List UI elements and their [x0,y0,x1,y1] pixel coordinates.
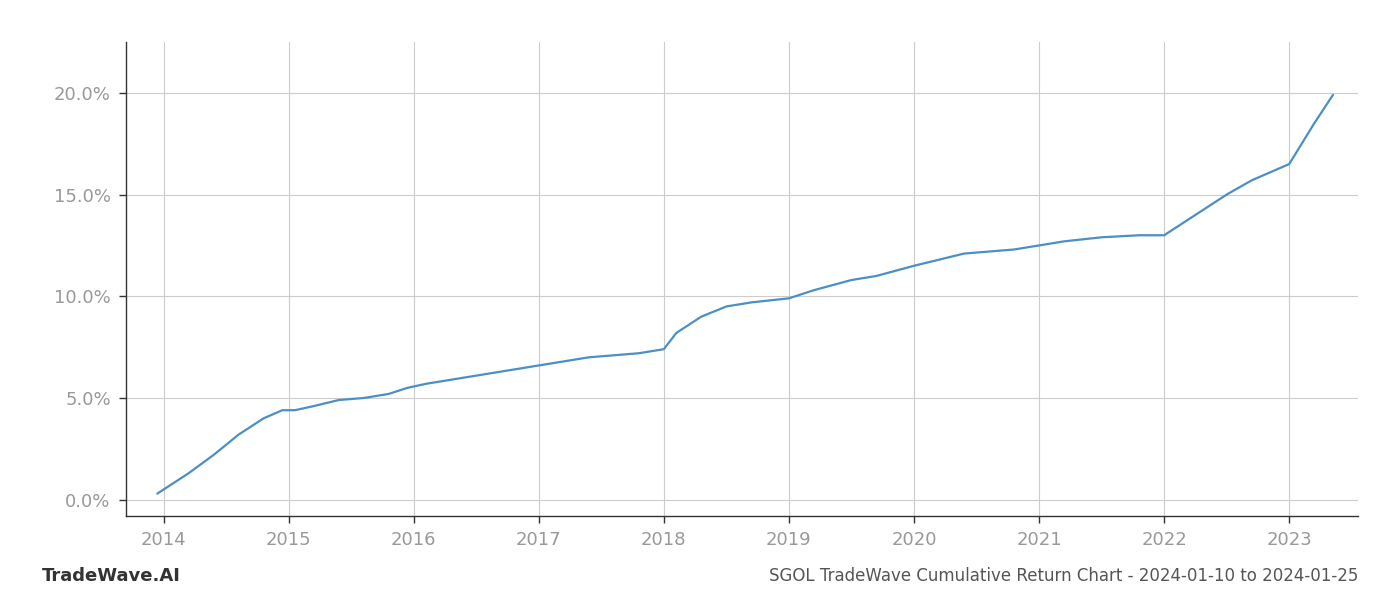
Text: SGOL TradeWave Cumulative Return Chart - 2024-01-10 to 2024-01-25: SGOL TradeWave Cumulative Return Chart -… [769,567,1358,585]
Text: TradeWave.AI: TradeWave.AI [42,567,181,585]
